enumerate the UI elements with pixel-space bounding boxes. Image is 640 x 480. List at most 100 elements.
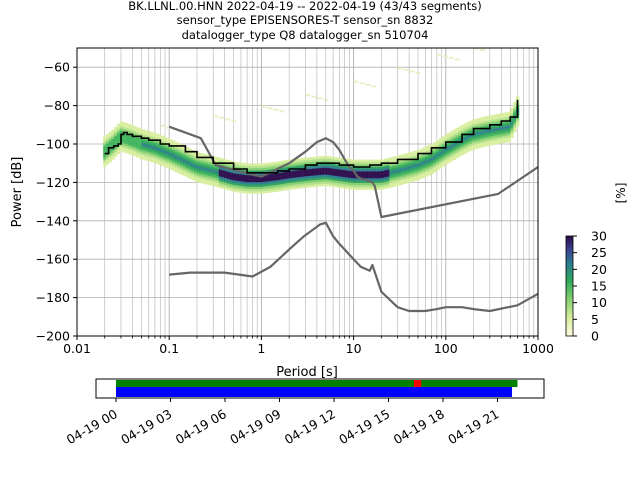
heatmap-cell — [480, 117, 484, 120]
heatmap-cell — [105, 145, 110, 149]
heatmap-cell — [397, 164, 401, 168]
heatmap-cell — [482, 139, 487, 143]
heatmap-cell — [260, 165, 264, 169]
heatmap-cell — [282, 174, 286, 177]
heatmap-cell — [383, 170, 388, 173]
heatmap-cell — [414, 178, 418, 181]
heatmap-cell — [436, 156, 440, 159]
heatmap-cell — [133, 126, 137, 129]
heatmap-cell — [513, 129, 517, 133]
heatmap-cell — [251, 179, 256, 183]
heatmap-cell — [433, 148, 437, 152]
heatmap-cell — [141, 150, 145, 153]
heatmap-cell — [207, 154, 212, 158]
heatmap-cell — [331, 166, 335, 169]
heatmap-cell — [114, 154, 118, 157]
heatmap-cell — [268, 180, 272, 184]
heatmap-cell — [469, 148, 473, 151]
heatmap-cell — [229, 165, 234, 169]
heatmap-cell — [103, 154, 107, 158]
heatmap-cell — [130, 143, 134, 146]
heatmap-cell — [507, 137, 511, 140]
heatmap-cell — [147, 142, 151, 146]
heatmap-cell — [372, 173, 377, 177]
heatmap-cell — [502, 117, 506, 121]
heatmap-cell — [502, 122, 506, 125]
timeline-tick-label: 04-19 09 — [227, 406, 283, 447]
heatmap-cell — [298, 172, 302, 175]
heatmap-cell — [328, 165, 333, 169]
heatmap-cell — [367, 164, 371, 167]
heatmap-cell — [207, 159, 212, 163]
heatmap-cell — [365, 83, 371, 86]
heatmap-cell — [378, 182, 382, 186]
heatmap-cell — [328, 177, 333, 180]
colorbar-label: [%] — [614, 183, 628, 204]
heatmap-cell — [169, 153, 173, 156]
heatmap-cell — [235, 166, 239, 170]
heatmap-cell — [323, 160, 327, 164]
heatmap-cell — [397, 162, 401, 165]
heatmap-cell — [282, 183, 286, 187]
heatmap-cell — [485, 116, 489, 119]
heatmap-cell — [425, 171, 429, 175]
heatmap-cell — [260, 179, 264, 183]
heatmap-cell — [337, 176, 341, 179]
heatmap-cell — [491, 135, 495, 139]
heatmap-cell — [149, 147, 154, 151]
heatmap-cell — [163, 148, 167, 152]
heatmap-cell — [199, 175, 203, 179]
heatmap-cell — [306, 182, 311, 186]
heatmap-cell — [215, 177, 220, 181]
heatmap-cell — [224, 184, 228, 188]
heatmap-cell — [331, 156, 335, 160]
heatmap-cell — [221, 181, 225, 185]
heatmap-cell — [488, 115, 492, 118]
heatmap-cell — [282, 188, 286, 191]
heatmap-cell — [364, 187, 368, 190]
heatmap-cell — [348, 172, 352, 176]
heatmap-cell — [367, 173, 371, 177]
heatmap-cell — [199, 178, 203, 181]
median-line — [104, 99, 519, 174]
heatmap-cell — [491, 128, 495, 132]
heatmap-cell — [193, 155, 198, 159]
heatmap-cell — [111, 157, 115, 160]
heatmap-cell — [193, 160, 198, 164]
heatmap-cell — [323, 171, 327, 175]
heatmap-cell — [326, 158, 330, 161]
heatmap-cell — [226, 187, 231, 191]
heatmap-cell — [334, 166, 338, 170]
heatmap-cell — [320, 165, 324, 168]
heatmap-cell — [438, 152, 443, 155]
heatmap-cell — [510, 123, 514, 127]
heatmap-cell — [147, 144, 151, 148]
heatmap-cell — [389, 171, 393, 174]
heatmap-cell — [196, 163, 201, 167]
heatmap-cell — [122, 140, 126, 144]
heatmap-cell — [306, 162, 311, 165]
heatmap-cell — [103, 136, 107, 140]
heatmap-cell — [359, 180, 363, 183]
heatmap-cell — [328, 184, 333, 187]
heatmap-cell — [367, 166, 371, 170]
heatmap-cell — [339, 176, 344, 179]
heatmap-cell — [502, 131, 506, 134]
heatmap-cell — [257, 177, 261, 180]
heatmap-cell — [262, 163, 267, 166]
heatmap-cell — [295, 177, 300, 180]
heatmap-cell — [273, 108, 279, 111]
heatmap-cell — [515, 116, 520, 120]
heatmap-cell — [326, 156, 330, 159]
heatmap-cell — [488, 131, 492, 135]
heatmap-cell — [312, 173, 316, 176]
heatmap-cell — [290, 180, 294, 183]
heatmap-cell — [298, 160, 302, 164]
heatmap-cell — [125, 146, 129, 149]
heatmap-cell — [127, 144, 132, 148]
heatmap-cell — [389, 184, 393, 188]
heatmap-cell — [469, 143, 473, 147]
heatmap-cell — [383, 165, 388, 169]
heatmap-cell — [375, 182, 379, 186]
heatmap-cell — [180, 172, 184, 175]
